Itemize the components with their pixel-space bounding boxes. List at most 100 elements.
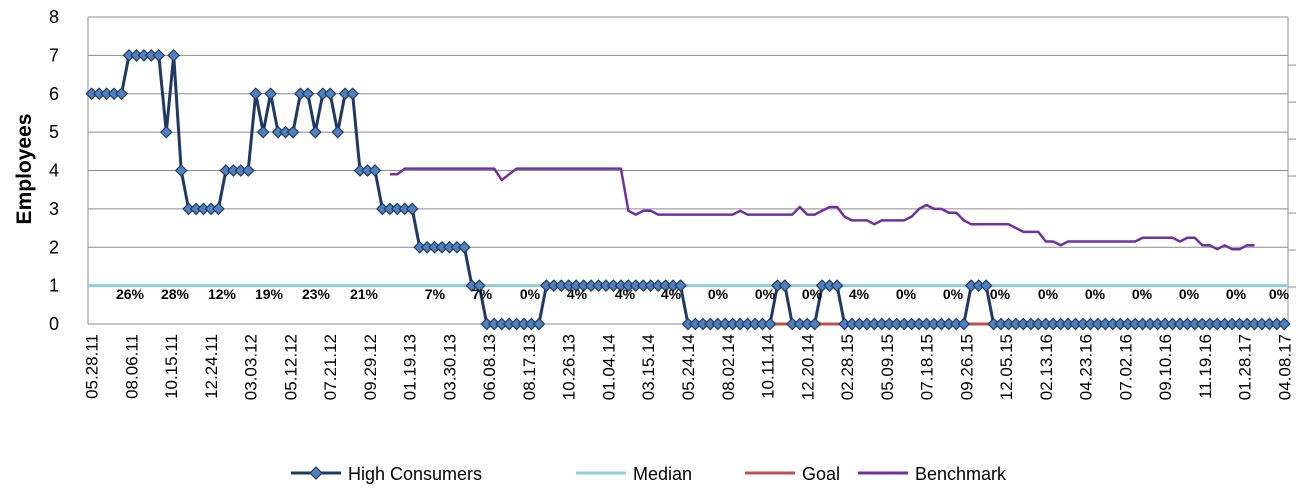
y-tick-label: 1 <box>49 276 59 296</box>
data-point <box>405 202 419 216</box>
x-tick-label: 09.26.15 <box>957 334 976 400</box>
data-point <box>532 317 546 331</box>
period-percent-label: 12% <box>208 286 237 302</box>
data-point <box>331 125 345 139</box>
data-point <box>472 279 486 292</box>
period-percent-label: 0% <box>1038 286 1059 302</box>
period-percent-label: 28% <box>161 286 190 302</box>
right-axis-ticks <box>1288 64 1296 288</box>
x-tick-label: 01.19.13 <box>401 334 420 400</box>
data-point <box>778 279 792 292</box>
x-tick-label: 07.21.12 <box>321 334 340 400</box>
legend-item-goal: Goal <box>745 464 840 484</box>
period-percent-label: 23% <box>302 286 331 302</box>
period-labels: 26% 28% 12% 19% 23% 21% 7% 7% 0% 4% 4% 4% 0% 0% 0% 4% 0%… <box>116 286 1290 302</box>
period-percent-label: 0% <box>1179 286 1200 302</box>
grid-layer <box>87 16 1289 325</box>
x-tick-label: 01.28.17 <box>1236 334 1255 400</box>
y-axis-ticks: 0 1 2 3 4 5 6 7 8 <box>49 7 59 334</box>
data-point <box>174 164 188 177</box>
period-percent-label: 0% <box>755 286 776 302</box>
x-tick-label: 10.26.13 <box>560 334 579 400</box>
period-percent-label: 0% <box>1085 286 1106 302</box>
data-point <box>159 125 173 139</box>
period-percent-label: 0% <box>708 286 729 302</box>
x-tick-label: 11.19.16 <box>1196 334 1215 399</box>
period-percent-label: 7% <box>425 286 446 302</box>
legend: High Consumers Median Goal Benchmark <box>291 464 1007 484</box>
data-point <box>763 317 777 331</box>
legend-label: Median <box>633 464 692 484</box>
x-tick-label: 10.15.11 <box>162 334 181 399</box>
series-line-benchmark <box>389 167 1255 251</box>
period-percent-label: 4% <box>567 286 588 302</box>
period-percent-label: 19% <box>255 286 284 302</box>
x-tick-label: 08.17.13 <box>520 334 539 400</box>
x-tick-label: 03.30.13 <box>440 334 459 400</box>
x-tick-label: 02.13.16 <box>1037 334 1056 400</box>
period-percent-label: 0% <box>943 286 964 302</box>
data-point <box>308 125 322 139</box>
y-tick-label: 8 <box>49 7 59 27</box>
x-tick-label: 08.02.14 <box>719 334 738 400</box>
legend-label: High Consumers <box>348 464 482 484</box>
period-percent-label: 7% <box>472 286 493 302</box>
x-axis-ticks: 05.28.11 08.06.11 10.15.11 12.24.11 03.03.12… <box>83 334 1295 400</box>
x-tick-label: 04.23.16 <box>1077 334 1096 400</box>
data-point <box>808 317 822 331</box>
data-point <box>167 49 181 62</box>
x-tick-label: 12.05.15 <box>997 334 1016 400</box>
data-point <box>256 125 270 139</box>
y-tick-label: 7 <box>49 45 59 65</box>
period-percent-label: 4% <box>615 286 636 302</box>
period-percent-label: 0% <box>1226 286 1247 302</box>
x-tick-label: 10.11.14 <box>759 334 778 399</box>
period-percent-label: 0% <box>802 286 823 302</box>
data-point <box>115 87 128 101</box>
x-tick-label: 05.12.12 <box>281 334 300 400</box>
data-point <box>957 317 971 331</box>
data-point <box>241 164 255 177</box>
data-point <box>1277 317 1291 331</box>
period-percent-label: 21% <box>350 286 379 302</box>
x-tick-label: 01.04.14 <box>599 334 618 400</box>
series-layer <box>85 49 1291 331</box>
x-tick-label: 05.28.11 <box>83 334 102 399</box>
y-tick-label: 0 <box>49 314 59 334</box>
x-tick-label: 03.15.14 <box>639 334 658 400</box>
data-point <box>674 279 687 292</box>
data-point <box>346 87 359 101</box>
x-tick-label: 07.02.16 <box>1116 334 1135 400</box>
y-tick-label: 6 <box>49 84 59 104</box>
x-tick-label: 06.08.13 <box>480 334 499 400</box>
data-point <box>830 279 844 292</box>
x-tick-label: 07.18.15 <box>918 334 937 400</box>
y-tick-label: 2 <box>49 237 59 257</box>
legend-item-median: Median <box>576 464 692 484</box>
legend-item-high-consumers: High Consumers <box>291 464 482 484</box>
y-tick-label: 5 <box>49 122 59 142</box>
x-tick-label: 12.24.11 <box>202 334 221 399</box>
y-tick-label: 3 <box>49 199 59 219</box>
data-point <box>368 164 382 177</box>
period-percent-label: 0% <box>1132 286 1153 302</box>
y-axis-label: Employees <box>13 114 36 225</box>
x-tick-label: 09.29.12 <box>361 334 380 400</box>
data-point <box>301 87 315 101</box>
period-percent-label: 4% <box>661 286 682 302</box>
x-tick-label: 03.03.12 <box>242 334 261 400</box>
data-point <box>212 202 225 216</box>
data-point <box>458 240 471 254</box>
x-tick-label: 12.20.14 <box>798 334 817 400</box>
data-point <box>264 87 277 101</box>
x-tick-label: 05.09.15 <box>878 334 897 400</box>
period-percent-label: 0% <box>896 286 917 302</box>
x-tick-label: 05.24.14 <box>679 334 698 400</box>
period-percent-label: 0% <box>520 286 541 302</box>
legend-item-benchmark: Benchmark <box>858 464 1007 484</box>
period-percent-label: 0% <box>1269 286 1290 302</box>
data-point <box>323 87 337 101</box>
x-tick-label: 09.10.16 <box>1156 334 1175 400</box>
period-percent-label: 0% <box>990 286 1011 302</box>
